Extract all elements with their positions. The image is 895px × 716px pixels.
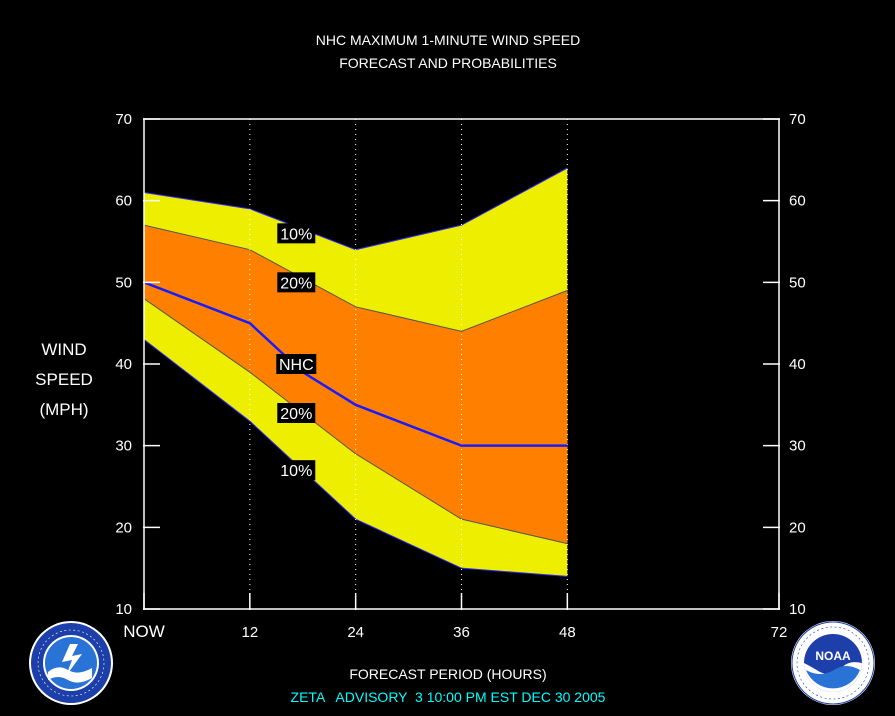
ytick-label-right-60: 60: [789, 193, 806, 210]
ytick-label-right-30: 30: [789, 438, 806, 455]
band-label-bg-1: [277, 272, 316, 293]
band-label-4: 10%: [280, 463, 312, 480]
xtick-label-72: 72: [771, 624, 788, 641]
ylabel-line-1: WIND: [41, 340, 86, 359]
grid-lines: [249, 119, 568, 609]
ytick-label-left-10: 10: [115, 601, 132, 618]
xtick-label-24: 24: [347, 624, 364, 641]
ytick-label-left-50: 50: [115, 274, 132, 291]
edge-upper20: [143, 224, 568, 332]
ytick-label-right-70: 70: [789, 111, 806, 128]
ylabel-line-3: (MPH): [39, 400, 88, 419]
nws-logo-icon: [29, 621, 113, 705]
xtick-label-48: 48: [559, 624, 576, 641]
ytick-label-left-60: 60: [115, 193, 132, 210]
ytick-label-left-40: 40: [115, 356, 132, 373]
nhc-line: [143, 281, 568, 447]
band-label-2: NHC: [279, 357, 314, 374]
xtick-label-NOW: NOW: [123, 622, 165, 641]
chart-subtitle: FORECAST AND PROBABILITIES: [339, 55, 557, 71]
noaa-logo-icon: NOAA: [791, 621, 875, 705]
ylabel-line-2: SPEED: [35, 370, 93, 389]
noaa-logo-text: NOAA: [815, 649, 851, 663]
ytick-label-right-50: 50: [789, 274, 806, 291]
band-label-bg-0: [277, 223, 316, 244]
ytick-label-left-70: 70: [115, 111, 132, 128]
chart-title: NHC MAXIMUM 1-MINUTE WIND SPEED: [316, 32, 580, 48]
ytick-label-left-30: 30: [115, 438, 132, 455]
xtick-label-36: 36: [453, 624, 470, 641]
xtick-label-12: 12: [241, 624, 258, 641]
ytick-label-left-20: 20: [115, 519, 132, 536]
band-label-1: 20%: [280, 275, 312, 292]
x-axis-label: FORECAST PERIOD (HOURS): [349, 666, 546, 682]
band-label-bg-4: [277, 460, 316, 481]
band-labels: 10% 20% NHC 20% 10%: [276, 223, 317, 481]
advisory-footer: ZETA ADVISORY 3 10:00 PM EST DEC 30 2005: [291, 689, 606, 705]
band-label-0: 10%: [280, 226, 312, 243]
edge-lower20: [143, 298, 568, 545]
ytick-label-right-40: 40: [789, 356, 806, 373]
axis-ticks: 10 10 20 20 30 30 40 40 50 50 60 60 70 70 NOW 12 24 36 48 7…: [115, 111, 805, 641]
ytick-label-right-20: 20: [789, 519, 806, 536]
band-label-bg-3: [277, 403, 316, 423]
nhc-forecast-line: [143, 281, 568, 447]
ytick-label-right-10: 10: [789, 601, 806, 618]
band-label-3: 20%: [280, 406, 312, 423]
band-label-bg-2: [276, 354, 317, 374]
